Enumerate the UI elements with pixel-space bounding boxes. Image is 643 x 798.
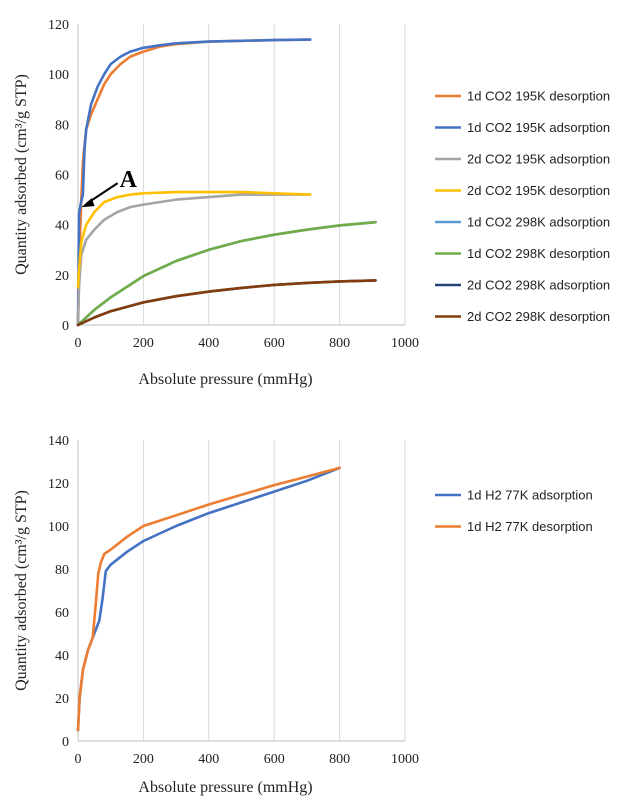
series-line [76, 279, 377, 327]
y-tick-label: 120 [48, 477, 69, 492]
x-tick-label: 800 [329, 752, 350, 767]
y-tick-label: 20 [55, 269, 69, 284]
y-tick-label: 40 [55, 219, 69, 234]
x-tick-label: 0 [75, 336, 82, 351]
legend-entry: 1d H2 77K adsorption [467, 488, 593, 503]
x-tick-label: 200 [133, 336, 154, 351]
legend-entry: 2d CO2 195K desorption [467, 183, 610, 198]
y-tick-label: 60 [55, 169, 69, 184]
y-tick-label: 140 [48, 434, 69, 449]
legend-entry: 2d CO2 298K desorption [467, 309, 610, 324]
series-line [76, 220, 377, 327]
series-line [76, 38, 312, 327]
annotation-label: A [120, 167, 138, 193]
series-line [76, 190, 312, 289]
y-axis-title: Quantity adsorbed (cm³/g STP) [13, 74, 30, 275]
x-tick-label: 200 [133, 752, 154, 767]
y-tick-label: 80 [55, 563, 69, 578]
x-tick-label: 1000 [391, 752, 419, 767]
x-tick-label: 400 [198, 336, 219, 351]
x-tick-label: 0 [75, 752, 82, 767]
series-line [76, 193, 312, 327]
series-line [76, 279, 377, 327]
legend-entry: 1d CO2 298K adsorption [467, 215, 610, 230]
series-line [76, 220, 377, 327]
x-tick-label: 600 [264, 336, 285, 351]
y-tick-label: 0 [62, 735, 69, 750]
legend-entry: 2d CO2 195K adsorption [467, 152, 610, 167]
legend-entry: 1d H2 77K desorption [467, 519, 593, 534]
x-tick-label: 400 [198, 752, 219, 767]
legend-entry: 1d CO2 195K adsorption [467, 120, 610, 135]
y-axis-title: Quantity adsorbed (cm³/g STP) [13, 490, 30, 691]
annotation-arrow-head [81, 198, 95, 208]
y-tick-label: 20 [55, 692, 69, 707]
x-axis-title: Absolute pressure (mmHg) [138, 371, 312, 388]
series-line [76, 38, 312, 327]
legend-entry: 1d CO2 298K desorption [467, 246, 610, 261]
x-tick-label: 1000 [391, 336, 419, 351]
y-tick-label: 120 [48, 18, 69, 33]
y-tick-label: 40 [55, 649, 69, 664]
legend-entry: 1d CO2 195K desorption [467, 89, 610, 104]
x-tick-label: 800 [329, 336, 350, 351]
x-axis-title: Absolute pressure (mmHg) [138, 779, 312, 796]
y-tick-label: 60 [55, 606, 69, 621]
y-tick-label: 80 [55, 118, 69, 133]
series-line [76, 466, 341, 732]
y-tick-label: 100 [48, 68, 69, 83]
y-tick-label: 0 [62, 319, 69, 334]
x-tick-label: 600 [264, 752, 285, 767]
y-tick-label: 100 [48, 520, 69, 535]
legend-entry: 2d CO2 298K adsorption [467, 278, 610, 293]
